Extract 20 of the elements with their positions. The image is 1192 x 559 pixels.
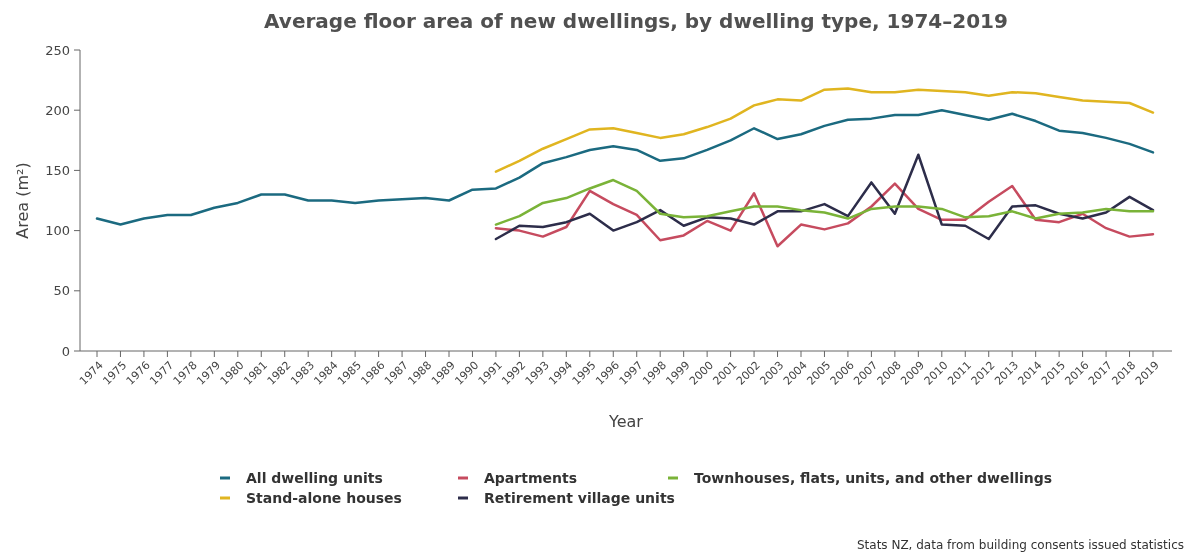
x-axis-title: Year (608, 412, 644, 431)
line-series (494, 182, 1155, 248)
y-tick-label: 250 (45, 42, 70, 58)
legend-label: Townhouses, flats, units, and other dwellings (694, 469, 1053, 486)
line-series (494, 178, 1155, 226)
text: Stats NZ, data from building consents issued statistics (856, 538, 1184, 552)
y-tick-label: 50 (53, 283, 70, 299)
legend-label: Stand-alone houses (246, 489, 402, 506)
legend-label: Retirement village units (484, 489, 675, 506)
y-axis-title: Area (m²) (13, 162, 32, 239)
line-series (95, 108, 1155, 226)
y-tick-label: 150 (45, 162, 70, 178)
legend-label: All dwelling units (246, 469, 383, 486)
y-tick-label: 100 (45, 223, 70, 239)
line-series (494, 87, 1155, 173)
chart-title: Average floor area of new dwellings, by dwelling type, 1974–2019 (264, 9, 1008, 33)
y-tick-label: 200 (45, 102, 70, 118)
y-tick-label: 0 (61, 343, 70, 359)
line-series (494, 153, 1155, 241)
legend-label: Apartments (484, 469, 577, 486)
